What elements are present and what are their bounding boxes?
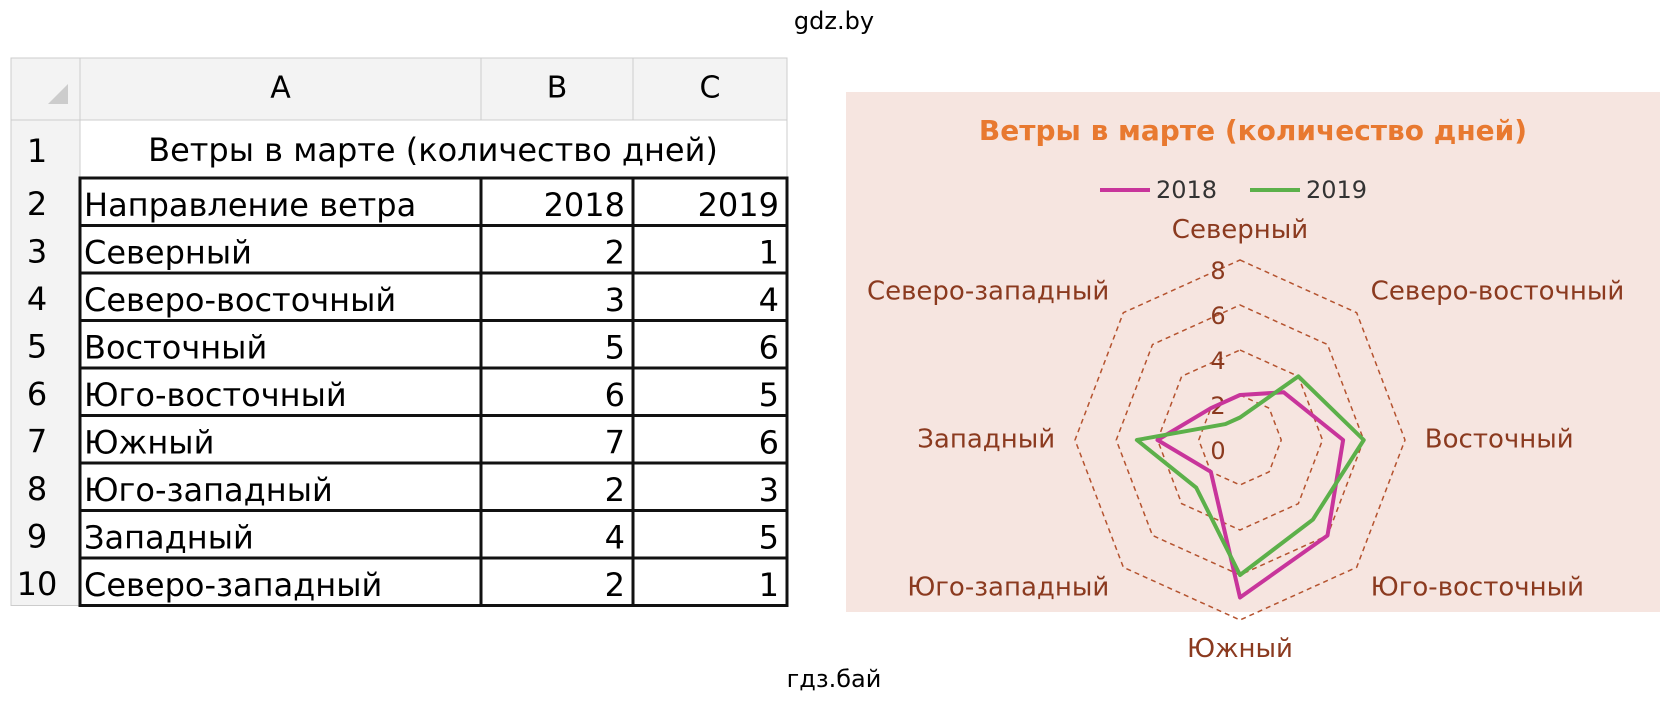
cell (479, 556, 635, 607)
chart-title: Ветры в марте (количество дней) (979, 114, 1527, 147)
r-tick-label: 4 (1210, 347, 1225, 375)
cell-text: 2 (605, 566, 625, 604)
cell (479, 224, 635, 275)
row-number: 6 (27, 375, 47, 413)
category-label: Северо-западный (867, 276, 1109, 306)
cell-text: 6 (759, 328, 779, 366)
cell-text: Юго-западный (84, 471, 333, 509)
category-label: Северный (1172, 215, 1308, 245)
cell-text: 7 (605, 423, 625, 461)
chart-background (846, 92, 1660, 612)
series-line (1134, 374, 1366, 577)
cell-text: 3 (759, 471, 779, 509)
column-header: C (700, 71, 721, 106)
cell-text: Северо-западный (84, 566, 382, 604)
cell-text: 5 (605, 328, 625, 366)
row-number: 4 (27, 280, 47, 318)
watermark: gdz.by (794, 7, 874, 35)
cell-text: 4 (759, 281, 779, 319)
chart: 02468СеверныйСеверо-восточныйВосточныйЮг… (867, 176, 1624, 664)
cell-text: 6 (759, 423, 779, 461)
row-number: 10 (17, 565, 58, 603)
column-header: A (270, 71, 291, 106)
column-header: B (547, 71, 568, 106)
category-label: Южный (1187, 634, 1293, 664)
row-number: 9 (27, 517, 47, 555)
cell (479, 319, 635, 370)
cell-text: Южный (84, 423, 214, 461)
category-label: Северо-восточный (1371, 276, 1625, 306)
title-cell-text: Ветры в марте (количество дней) (148, 131, 718, 169)
cell-text: Западный (84, 518, 254, 556)
category-label: Юго-западный (907, 573, 1109, 603)
cell-text: 6 (605, 376, 625, 414)
cell-text: Восточный (84, 328, 267, 366)
row-number: 7 (27, 422, 47, 460)
series-line (1155, 390, 1346, 600)
grid-ring (1197, 394, 1283, 486)
header-row (10, 57, 788, 121)
r-tick-label: 0 (1210, 437, 1225, 465)
cell-text: 5 (759, 518, 779, 556)
cell (479, 366, 635, 417)
cell (631, 176, 789, 227)
cell (78, 556, 483, 607)
cell (78, 271, 483, 322)
row-number: 1 (27, 132, 47, 170)
cell (78, 414, 483, 465)
cell-text: 1 (759, 566, 779, 604)
cell (631, 461, 789, 512)
grid-ring (1074, 259, 1406, 621)
cell (78, 366, 483, 417)
select-all-corner (48, 84, 68, 104)
cell-text: Северный (84, 233, 252, 271)
r-tick-label: 6 (1210, 302, 1225, 330)
cell (631, 509, 789, 560)
legend-label: 2019 (1306, 176, 1367, 204)
row-number: 8 (27, 470, 47, 508)
cell (78, 461, 483, 512)
cell-text: 5 (759, 376, 779, 414)
category-label: Юго-восточный (1371, 573, 1584, 603)
cell-text: 2 (605, 471, 625, 509)
row-number: 2 (27, 185, 47, 223)
cell-text: 2018 (544, 186, 625, 224)
cell (631, 414, 789, 465)
cell-text: 1 (759, 233, 779, 271)
row-number-column (10, 119, 81, 606)
cell-text: 2 (605, 233, 625, 271)
cell (479, 414, 635, 465)
title-cell (79, 119, 788, 179)
category-label: Восточный (1425, 425, 1574, 455)
row-number: 5 (27, 327, 47, 365)
cell-text: 3 (605, 281, 625, 319)
r-tick-label: 8 (1210, 257, 1225, 285)
cell (631, 556, 789, 607)
watermark: гдз.бай (787, 665, 882, 693)
legend-label: 2018 (1156, 176, 1217, 204)
row-number: 3 (27, 232, 47, 270)
cell-text: Северо-восточный (84, 281, 396, 319)
cell-text: Юго-восточный (84, 376, 347, 414)
spreadsheet: A B C 1 2 3 4 5 6 7 8 9 10 Ветры в марте (количество … (10, 57, 789, 607)
cell-text: 4 (605, 518, 625, 556)
cell-text: 2019 (698, 186, 779, 224)
cell-text: Направление ветра (84, 186, 416, 224)
category-label: Западный (917, 425, 1055, 455)
grid-ring (1156, 349, 1324, 531)
cell (479, 461, 635, 512)
cell (631, 271, 789, 322)
